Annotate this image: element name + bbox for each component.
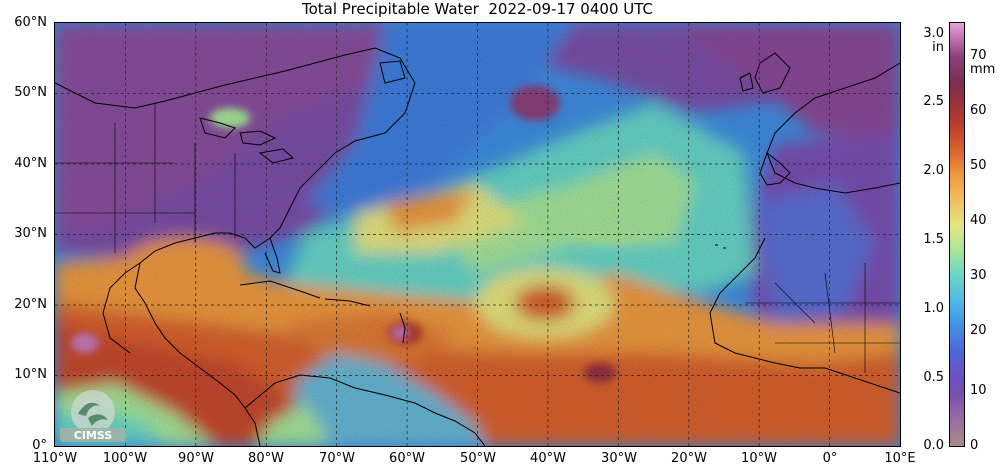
lat-label: 50°N [14,85,47,100]
lat-label: 60°N [14,15,47,30]
lon-label: 0° [822,451,838,466]
colorbar-in-tick: 1.0 [923,301,944,316]
lon-label: 80°W [248,451,284,466]
lon-label: 60°W [389,451,425,466]
colorbar-in-unit: in [932,40,944,55]
lat-label: 10°N [14,367,47,382]
colorbar-mm-tick: 30 [970,268,987,283]
tpw-map[interactable] [54,22,901,447]
colorbar-in-tick: 0.5 [923,370,944,385]
coastlines [55,47,900,446]
colorbar-mm-unit: mm [970,62,996,77]
colorbar-mm-tick: 50 [970,158,987,173]
lon-label: 90°W [178,451,214,466]
tpw-map-canvas [55,23,900,446]
colorbar-in-tick: 2.0 [923,163,944,178]
colorbar-mm-tick: 40 [970,213,987,228]
lat-label: 30°N [14,226,47,241]
colorbar-in-tick: 2.5 [923,94,944,109]
lat-label: 40°N [14,156,47,171]
lon-label: 110°W [32,451,78,466]
colorbar-mm-tick: 60 [970,103,987,118]
logo-text: CIMSS [74,429,113,442]
colorbar-mm-tick: 70 [970,48,987,63]
graticule [55,23,900,446]
lon-label: 50°W [460,451,496,466]
lon-label: 100°W [102,451,148,466]
colorbar-in-tick: 0.0 [923,438,944,453]
cimss-logo: CIMSS [58,388,128,444]
colorbar-in-tick: 3.0 [923,26,944,41]
lon-label: 20°W [671,451,707,466]
lon-label: 10°W [741,451,777,466]
colorbar-in-tick: 1.5 [923,232,944,247]
lon-label: 30°W [601,451,637,466]
lon-label: 40°W [530,451,566,466]
map-title: Total Precipitable Water 2022-09-17 0400… [301,0,653,18]
colorbar [949,22,965,447]
lat-label: 20°N [14,297,47,312]
colorbar-mm-tick: 10 [970,383,987,398]
colorbar-mm-tick: 0 [970,438,979,453]
colorbar-mm-tick: 20 [970,323,987,338]
lat-label: 0° [32,438,47,453]
lon-label: 70°W [319,451,355,466]
lon-label: 10°E [884,451,916,466]
